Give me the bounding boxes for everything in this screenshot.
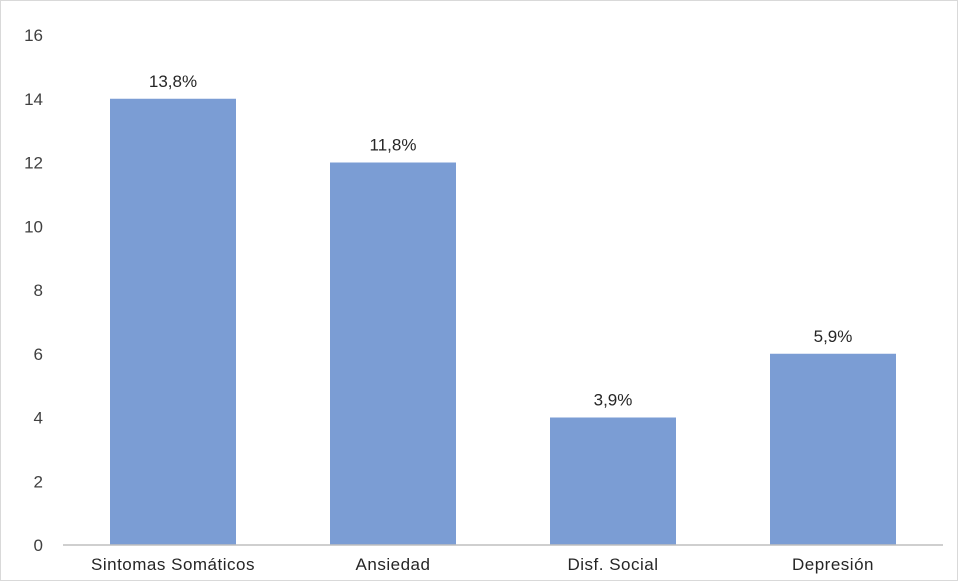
bar-data-label: 13,8% [149,72,197,91]
x-axis: Sintomas Somáticos Ansiedad Disf. Social De… [91,555,874,574]
bars-group [110,98,896,545]
bar [770,353,896,545]
y-tick-label: 12 [24,154,43,173]
y-tick-label: 14 [24,90,43,109]
y-tick-label: 8 [34,281,43,300]
y-axis: 0 2 4 6 8 10 12 14 16 [24,26,43,555]
x-tick-label: Disf. Social [567,555,658,574]
bar-data-label: 3,9% [594,391,633,410]
y-tick-label: 16 [24,26,43,45]
bar [330,162,456,545]
bar-data-label: 11,8% [370,136,417,155]
y-tick-label: 2 [34,472,43,491]
x-tick-label: Depresión [792,555,874,574]
y-tick-label: 6 [34,345,43,364]
y-tick-label: 10 [24,217,43,236]
bar [110,98,236,545]
data-labels-group: 13,8% 11,8% 3,9% 5,9% [149,72,852,410]
bar [550,417,676,545]
x-tick-label: Ansiedad [356,555,431,574]
bar-data-label: 5,9% [814,327,853,346]
y-tick-label: 4 [34,409,43,428]
y-tick-label: 0 [34,536,43,555]
x-tick-label: Sintomas Somáticos [91,555,255,574]
